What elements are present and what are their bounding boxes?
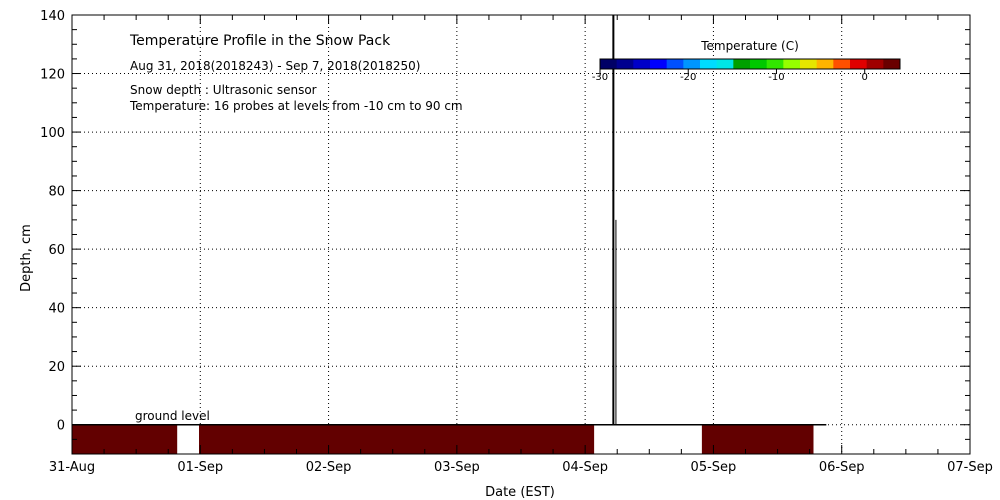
temperature-colorbar: Temperature (C) -30 -20 -10 0 bbox=[592, 39, 901, 83]
chart-title: Temperature Profile in the Snow Pack bbox=[129, 33, 391, 49]
y-tick-label: 40 bbox=[48, 302, 65, 317]
y-tick-label: 140 bbox=[40, 9, 65, 24]
colorbar-cell bbox=[683, 59, 701, 69]
y-tick-label: 60 bbox=[48, 243, 65, 258]
colorbar-cell bbox=[766, 59, 784, 69]
x-tick-label: 04-Sep bbox=[562, 460, 608, 475]
colorbar-cell bbox=[883, 59, 901, 69]
y-tick-labels: 0 20 40 60 80 100 120 140 bbox=[40, 9, 65, 434]
colorbar-cell bbox=[700, 59, 718, 69]
x-tick-labels: 31-Aug 01-Sep 02-Sep 03-Sep 04-Sep 05-Sep 06-S… bbox=[49, 460, 993, 475]
colorbar-cell bbox=[650, 59, 668, 69]
colorbar-cell bbox=[716, 59, 734, 69]
y-tick-label: 0 bbox=[57, 419, 65, 434]
x-tick-label: 03-Sep bbox=[434, 460, 480, 475]
colorbar-cell bbox=[866, 59, 884, 69]
x-tick-label: 01-Sep bbox=[177, 460, 223, 475]
snow-depth-spikes bbox=[612, 15, 617, 425]
colorbar-cell bbox=[600, 59, 618, 69]
colorbar-cell bbox=[850, 59, 868, 69]
colorbar-ticks: -30 -20 -10 0 bbox=[592, 69, 868, 83]
colorbar-tick-label: 0 bbox=[862, 72, 868, 83]
colorbar-cell bbox=[750, 59, 768, 69]
x-tick-label: 06-Sep bbox=[819, 460, 865, 475]
colorbar-tick-label: -30 bbox=[592, 72, 608, 83]
y-tick-label: 80 bbox=[48, 185, 65, 200]
colorbar-cell bbox=[816, 59, 834, 69]
colorbar-cells bbox=[600, 59, 901, 69]
colorbar-frame bbox=[599, 58, 901, 70]
colorbar-tick-label: -10 bbox=[768, 72, 784, 83]
colorbar-cell bbox=[633, 59, 651, 69]
x-tick-label: 31-Aug bbox=[49, 460, 95, 475]
note-snow-depth: Snow depth : Ultrasonic sensor bbox=[130, 83, 317, 97]
soil-temperature-bands bbox=[72, 423, 827, 454]
x-tick-label: 02-Sep bbox=[306, 460, 352, 475]
colorbar-tick-label: -20 bbox=[680, 72, 696, 83]
y-tick-label: 120 bbox=[40, 68, 65, 83]
ground-level-label: ground level bbox=[135, 409, 210, 423]
axis-ticks bbox=[71, 14, 971, 455]
soil-temperature-band bbox=[199, 424, 595, 454]
y-axis-label: Depth, cm bbox=[19, 224, 34, 292]
colorbar-cell bbox=[733, 59, 751, 69]
x-tick-label: 05-Sep bbox=[691, 460, 737, 475]
x-tick-label: 07-Sep bbox=[947, 460, 993, 475]
chart-subtitle: Aug 31, 2018(2018243) - Sep 7, 2018(2018… bbox=[130, 59, 421, 73]
soil-temperature-band bbox=[701, 424, 814, 454]
colorbar-cell bbox=[800, 59, 818, 69]
colorbar-cell bbox=[833, 59, 851, 69]
colorbar-cell bbox=[616, 59, 634, 69]
colorbar-cell bbox=[783, 59, 801, 69]
y-tick-label: 20 bbox=[48, 360, 65, 375]
x-axis-label: Date (EST) bbox=[485, 485, 555, 500]
y-tick-label: 100 bbox=[40, 126, 65, 141]
soil-temperature-band bbox=[72, 424, 178, 454]
colorbar-cell bbox=[666, 59, 684, 69]
note-temperature: Temperature: 16 probes at levels from -1… bbox=[129, 99, 463, 113]
colorbar-title: Temperature (C) bbox=[700, 39, 799, 53]
